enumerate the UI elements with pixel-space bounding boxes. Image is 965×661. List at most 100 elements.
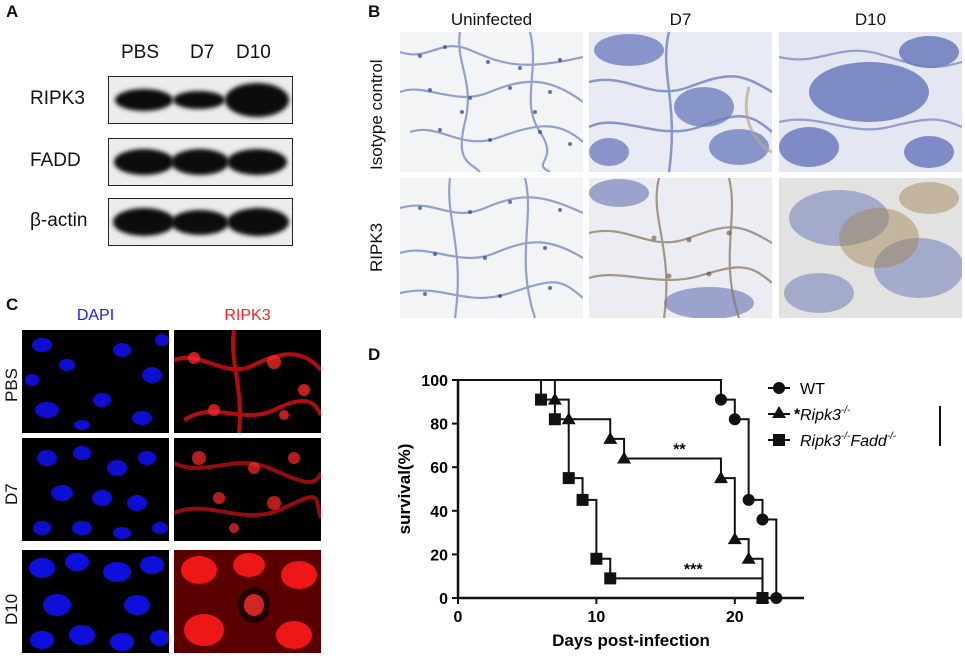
panel-label-c: C [6,295,19,314]
blot-actin [108,198,293,246]
y-tick-label: 0 [439,591,448,608]
if-image-ripk3-pbs [174,330,321,433]
histology-column-d10: D10 [854,10,887,29]
data-point-triangle [547,392,562,405]
y-tick-label: 40 [430,504,448,521]
significance-annotation: ** [673,441,686,458]
ripk3-fluorescence-image [174,330,321,433]
histology-image-isotype-uninfected [400,32,583,172]
if-row-pbs: PBS [2,367,21,402]
histology-column-d7: D7 [669,10,692,29]
band [171,210,229,235]
data-point-square [576,493,589,506]
y-tick-label: 60 [430,460,448,477]
histology-image-ripk3-d7 [589,178,772,318]
histology-image-ripk3-d10 [779,178,962,318]
protein-label-ripk3: RIPK3 [30,88,85,109]
data-point-circle [714,393,727,406]
y-axis-label: survival(%) [395,444,414,535]
ripk3-fluorescence-image [174,451,321,533]
survival-series [458,379,783,604]
histology-row-isotype: Isotype control [367,59,386,170]
legend-marker-triangle [772,406,786,418]
lung-tissue-image [400,32,583,172]
channel-label-ripk3: RIPK3 [224,307,271,324]
ripk3-fluorescence-image [174,550,321,653]
if-image-ripk3-d7 [174,438,321,541]
band [115,89,173,111]
band [227,208,289,236]
significance-annotation: * [794,407,801,424]
channel-label-dapi: DAPI [76,307,115,324]
dapi-image [29,553,169,651]
dapi-image [25,334,169,430]
x-axis-label: Days post-infection [552,631,710,650]
if-image-dapi-d10 [22,550,169,653]
band [225,83,289,117]
x-tick-label: 20 [726,609,744,626]
data-point-triangle [603,431,618,444]
x-tick-label: 10 [588,609,606,626]
histology-image-ripk3-uninfected [400,178,583,318]
data-point-circle [756,513,769,526]
y-ticks: 0 20 40 60 80 100 [421,373,458,608]
band [227,149,287,175]
panel-label-a: A [6,2,19,21]
lane-label-pbs: PBS [121,42,160,63]
dapi-image [33,446,168,539]
data-point-triangle [561,412,576,425]
lung-tissue-image [779,32,962,172]
data-point-square [548,413,561,426]
if-row-d7: D7 [2,483,21,505]
y-tick-label: 20 [430,547,448,564]
protein-label-actin: β-actin [30,210,88,231]
series-line-0 [458,379,778,598]
data-point-square [756,592,769,604]
data-point-square [535,393,548,406]
blot-fadd [108,138,293,186]
panel-label-d: D [368,345,381,364]
data-point-triangle [727,532,742,545]
chart-axes [456,380,804,600]
if-image-ripk3-d10 [174,550,321,653]
band [173,91,225,109]
legend-label-dko: Ripk3-/-Fadd-/- [800,431,897,450]
band [113,208,175,236]
data-point-triangle [713,471,728,484]
lung-tissue-image [589,178,772,318]
data-point-triangle [617,451,632,464]
if-image-dapi-pbs [22,330,169,433]
data-point-square [590,552,603,565]
panel-label-b: B [368,2,381,21]
data-point-triangle [741,551,756,564]
protein-label-fadd: FADD [30,150,81,171]
if-image-dapi-d7 [22,438,169,541]
legend: WT Ripk3-/- Ripk3-/-Fadd-/- [768,381,941,450]
chart-annotations: ****** [673,407,801,579]
histology-column-uninfected: Uninfected [450,10,533,29]
data-point-square [562,472,575,485]
y-tick-label: 80 [430,417,448,434]
lung-tissue-image [589,32,772,172]
blot-ripk3 [108,76,293,124]
data-point-circle [742,493,755,506]
survival-chart: 0 20 40 60 80 100 0 10 20 survival(%) Days post… [395,373,941,650]
data-point-circle [728,413,741,426]
data-point-square [604,572,617,585]
x-ticks: 0 10 20 [454,598,744,626]
histology-image-isotype-d7 [589,32,772,172]
lung-tissue-image [779,178,962,318]
lane-label-d10: D10 [236,42,271,63]
lane-label-d7: D7 [190,42,215,63]
if-row-d10: D10 [2,593,21,625]
significance-annotation: *** [684,561,703,578]
histology-row-ripk3: RIPK3 [367,222,386,272]
band [171,149,229,175]
y-tick-label: 100 [421,373,448,390]
legend-label-ripk3: Ripk3-/- [800,405,851,424]
x-tick-label: 0 [454,609,463,626]
band [114,149,174,175]
lung-tissue-image [400,178,583,318]
data-point-circle [770,592,783,604]
histology-image-isotype-d10 [779,32,962,172]
